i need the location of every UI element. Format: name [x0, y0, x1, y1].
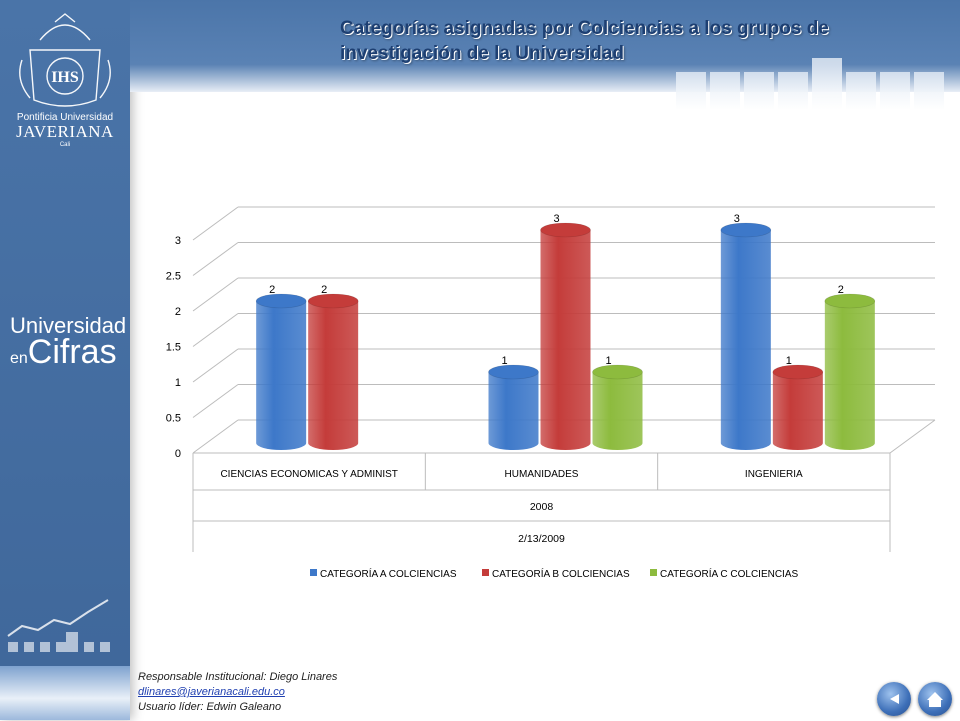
y-tick-label: 2: [175, 306, 181, 318]
bar-body: [772, 372, 823, 450]
bar-top: [772, 364, 824, 380]
bar-0-2: 3: [720, 213, 772, 451]
bar-body: [592, 372, 643, 451]
header-deco-bar: [710, 72, 740, 110]
data-label: 2: [838, 284, 844, 296]
gridline-side: [192, 348, 239, 383]
data-label: 2: [269, 284, 275, 296]
data-label: 3: [553, 213, 559, 225]
gridline-side: [192, 384, 239, 418]
footer-email-link[interactable]: dlinares@javerianacali.edu.co: [138, 686, 285, 698]
category-label: INGENIERIA: [745, 469, 803, 480]
y-tick-label: 1: [175, 377, 181, 389]
gridline-side: [192, 242, 239, 276]
data-label: 1: [501, 355, 507, 367]
home-icon: [927, 692, 943, 707]
bar-body: [256, 301, 307, 451]
legend-label: CATEGORÍA A COLCIENCIAS: [320, 567, 457, 580]
sidebar-bottom-image: [0, 666, 130, 720]
gridline-side: [192, 277, 239, 312]
legend: CATEGORÍA A COLCIENCIAS CATEGORÍA B COLCI…: [310, 567, 799, 580]
bar-1-1: 3: [540, 213, 591, 451]
footer-responsable: Responsable Institucional: Diego Linares: [138, 671, 338, 683]
bar-2-1: 1: [592, 355, 643, 451]
header-deco-bar: [676, 72, 706, 110]
floor-edge: [889, 419, 936, 454]
growth-chart-icon: [7, 599, 110, 652]
legend-swatch: [650, 569, 657, 576]
univ-en: en: [10, 350, 28, 367]
data-label: 1: [786, 355, 792, 367]
bar-top: [824, 293, 876, 309]
legend-swatch: [482, 569, 489, 576]
header-deco-bar: [778, 72, 808, 110]
date-label: 2/13/2009: [518, 533, 565, 545]
y-tick-labels: 0 0.5 1 1.5 2 2.5 3: [166, 235, 181, 460]
footer: Responsable Institucional: Diego Linares…: [138, 670, 337, 715]
bar-body: [308, 301, 359, 451]
bar-1-2: 1: [772, 355, 824, 450]
y-tick-label: 3: [175, 235, 181, 247]
header-deco-bar: [812, 58, 842, 110]
group-label: 2008: [530, 501, 554, 513]
category-label: HUMANIDADES: [505, 469, 579, 480]
bar-0-1: 1: [488, 355, 539, 451]
seal-text: IHS: [51, 69, 79, 86]
header-deco-bar: [914, 72, 944, 110]
bar-top: [592, 364, 643, 380]
legend-swatch: [310, 569, 317, 576]
data-label: 2: [321, 284, 327, 296]
page-title: Categorías asignadas por Colciencias a l…: [340, 18, 829, 64]
header-deco-bar: [880, 72, 910, 110]
footer-usuario: Usuario líder: Edwin Galeano: [138, 701, 282, 713]
bar-body: [824, 301, 875, 451]
data-label: 1: [605, 355, 611, 367]
bar-2-2: 2: [824, 284, 876, 451]
university-seal-icon: IHS: [19, 13, 111, 107]
sidebar: IHS Pontificia Universidad JAVERIANA Cal…: [0, 0, 130, 720]
bar-top: [720, 222, 772, 238]
logo-line3: Cali: [59, 142, 71, 148]
bar-top: [488, 364, 539, 380]
bar-top: [307, 293, 359, 309]
y-tick-label: 0: [175, 448, 181, 460]
bar-1-0: 2: [307, 284, 359, 451]
home-button[interactable]: [918, 682, 952, 716]
univ-cifras: Cifras: [27, 333, 117, 371]
bar-body: [488, 372, 539, 451]
gridline-side: [192, 206, 239, 241]
gridline-side: [192, 313, 239, 347]
logo-line2: JAVERIANA: [16, 122, 114, 141]
bar-0-0: 2: [255, 284, 307, 451]
header-deco-bar: [744, 72, 774, 110]
bar-top: [540, 222, 591, 238]
back-button[interactable]: [877, 682, 911, 716]
universidad-en-cifras: Universidad enCifras: [10, 313, 126, 372]
bar-body: [540, 230, 591, 451]
bar-top: [255, 293, 307, 309]
category-label: CIENCIAS ECONOMICAS Y ADMINIST: [220, 469, 397, 480]
univ-line1: Universidad: [10, 313, 127, 338]
data-label: 3: [734, 213, 740, 225]
legend-label: CATEGORÍA C COLCIENCIAS: [660, 567, 799, 580]
header-deco-bar: [846, 72, 876, 110]
bar-body: [720, 230, 771, 451]
logo-line1: Pontificia Universidad: [16, 112, 114, 123]
y-tick-label: 2.5: [166, 271, 181, 283]
bars: 2 2 1 3 1 3 1 2: [255, 213, 876, 451]
legend-label: CATEGORÍA B COLCIENCIAS: [492, 567, 630, 580]
back-arrow-icon: [890, 694, 899, 704]
category-table: CIENCIAS ECONOMICAS Y ADMINIST HUMANIDADE…: [192, 453, 891, 552]
y-tick-label: 0.5: [166, 413, 181, 425]
y-tick-label: 1.5: [166, 342, 181, 354]
gridline-side: [192, 419, 239, 454]
